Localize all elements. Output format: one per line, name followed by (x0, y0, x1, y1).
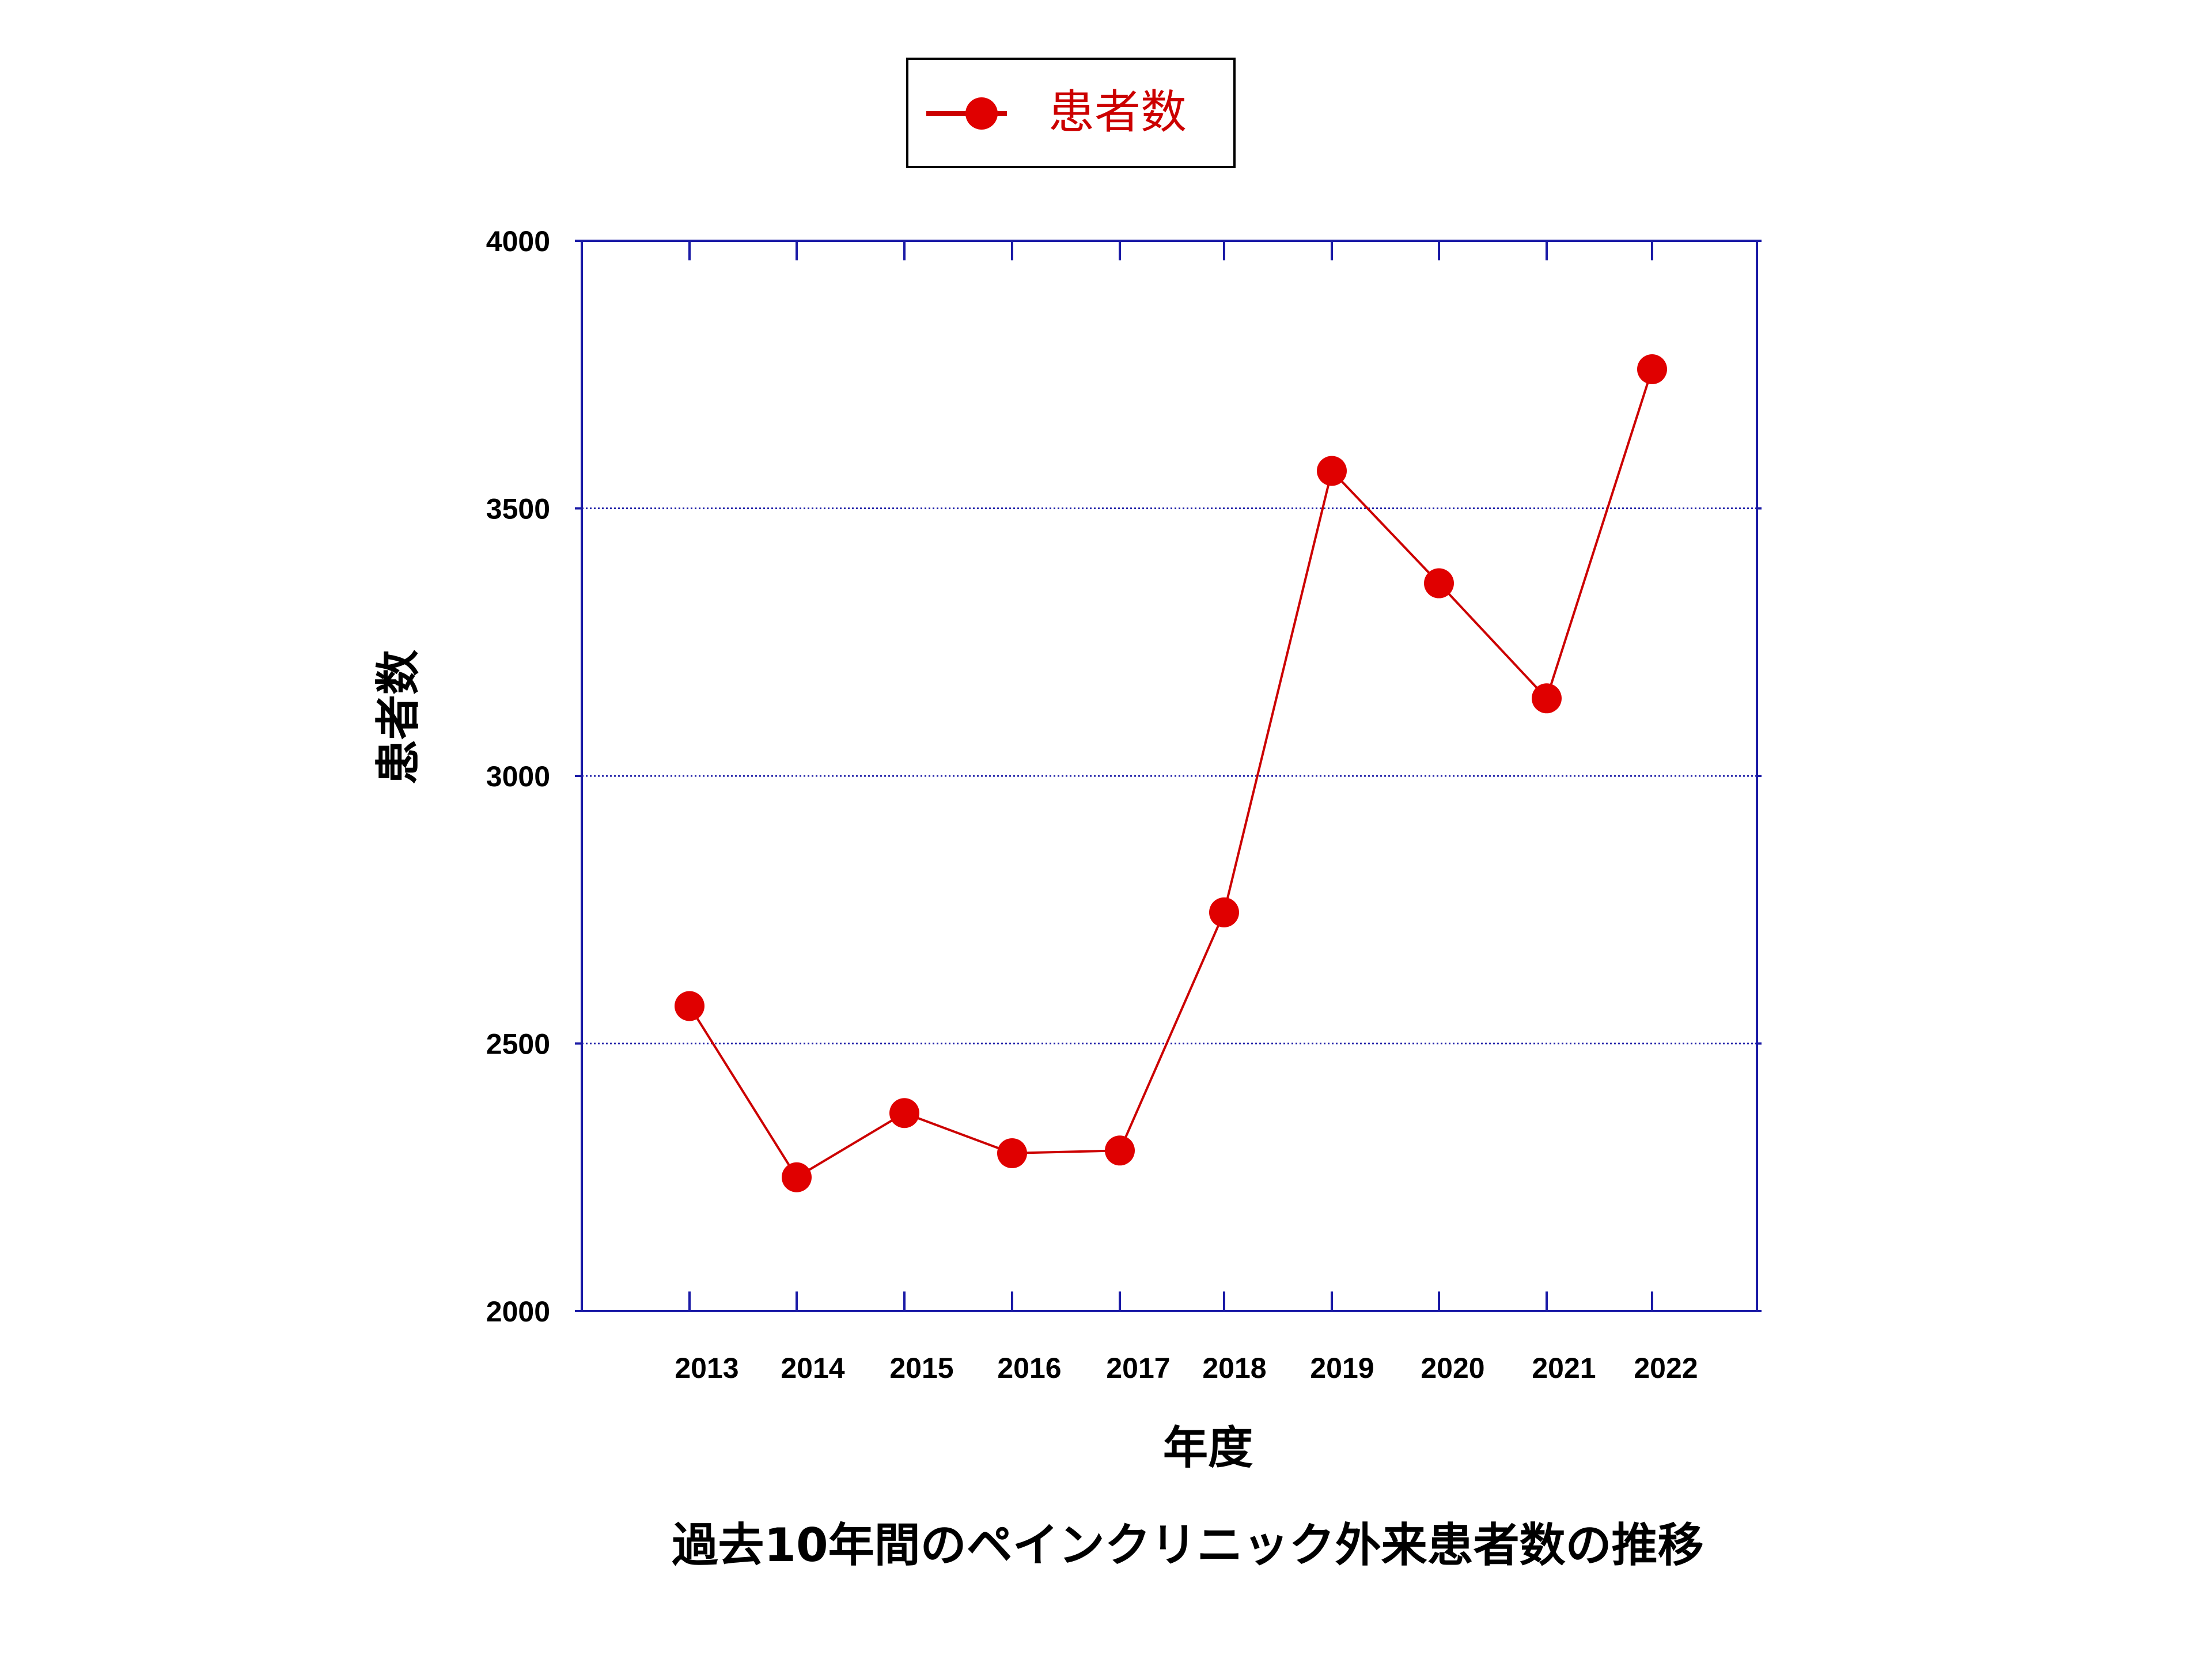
x-axis: 2013 2014 2015 2016 2017 2018 2019 2020 2021 2022 (675, 241, 1698, 1384)
x-tick-label: 2015 (889, 1352, 953, 1384)
y-tick-label: 3500 (486, 493, 550, 525)
x-tick-label: 2022 (1634, 1352, 1698, 1384)
data-point-2021 (1532, 683, 1562, 714)
plot-frame (581, 240, 1758, 1312)
legend-marker-swatch (965, 97, 998, 130)
data-point-2019 (1317, 456, 1347, 486)
data-point-2014 (782, 1162, 812, 1192)
data-point-2013 (675, 991, 704, 1021)
legend-label: 患者数 (1048, 85, 1187, 139)
legend: 患者数 (906, 58, 1236, 168)
x-tick-label: 2013 (675, 1352, 738, 1384)
x-tick-label: 2020 (1421, 1352, 1484, 1384)
y-tick-label: 2000 (486, 1296, 550, 1328)
x-tick-label: 2021 (1532, 1352, 1596, 1384)
data-point-2018 (1209, 897, 1239, 927)
y-tick-label: 2500 (486, 1028, 550, 1060)
x-tick-label: 2018 (1202, 1352, 1266, 1384)
y-tick-label: 3000 (486, 760, 550, 793)
chart-caption: 過去10年間のペインクリニック外来患者数の推移 (672, 1518, 1703, 1572)
series-patients (675, 354, 1667, 1192)
data-point-2017 (1105, 1135, 1135, 1166)
y-axis: 2000 2500 3000 3500 4000 (486, 225, 1762, 1328)
data-point-2022 (1637, 354, 1667, 384)
x-tick-label: 2019 (1310, 1352, 1374, 1384)
y-axis-title: 患者数 (373, 650, 425, 785)
x-tick-label: 2017 (1106, 1352, 1170, 1384)
data-point-2020 (1424, 568, 1454, 599)
x-tick-label: 2016 (997, 1352, 1061, 1384)
series-line (688, 369, 1653, 1179)
data-point-2015 (889, 1098, 919, 1128)
y-tick-label: 4000 (486, 225, 550, 257)
data-point-2016 (997, 1138, 1027, 1168)
x-axis-title: 年度 (1163, 1422, 1253, 1474)
x-tick-label: 2014 (781, 1352, 844, 1384)
